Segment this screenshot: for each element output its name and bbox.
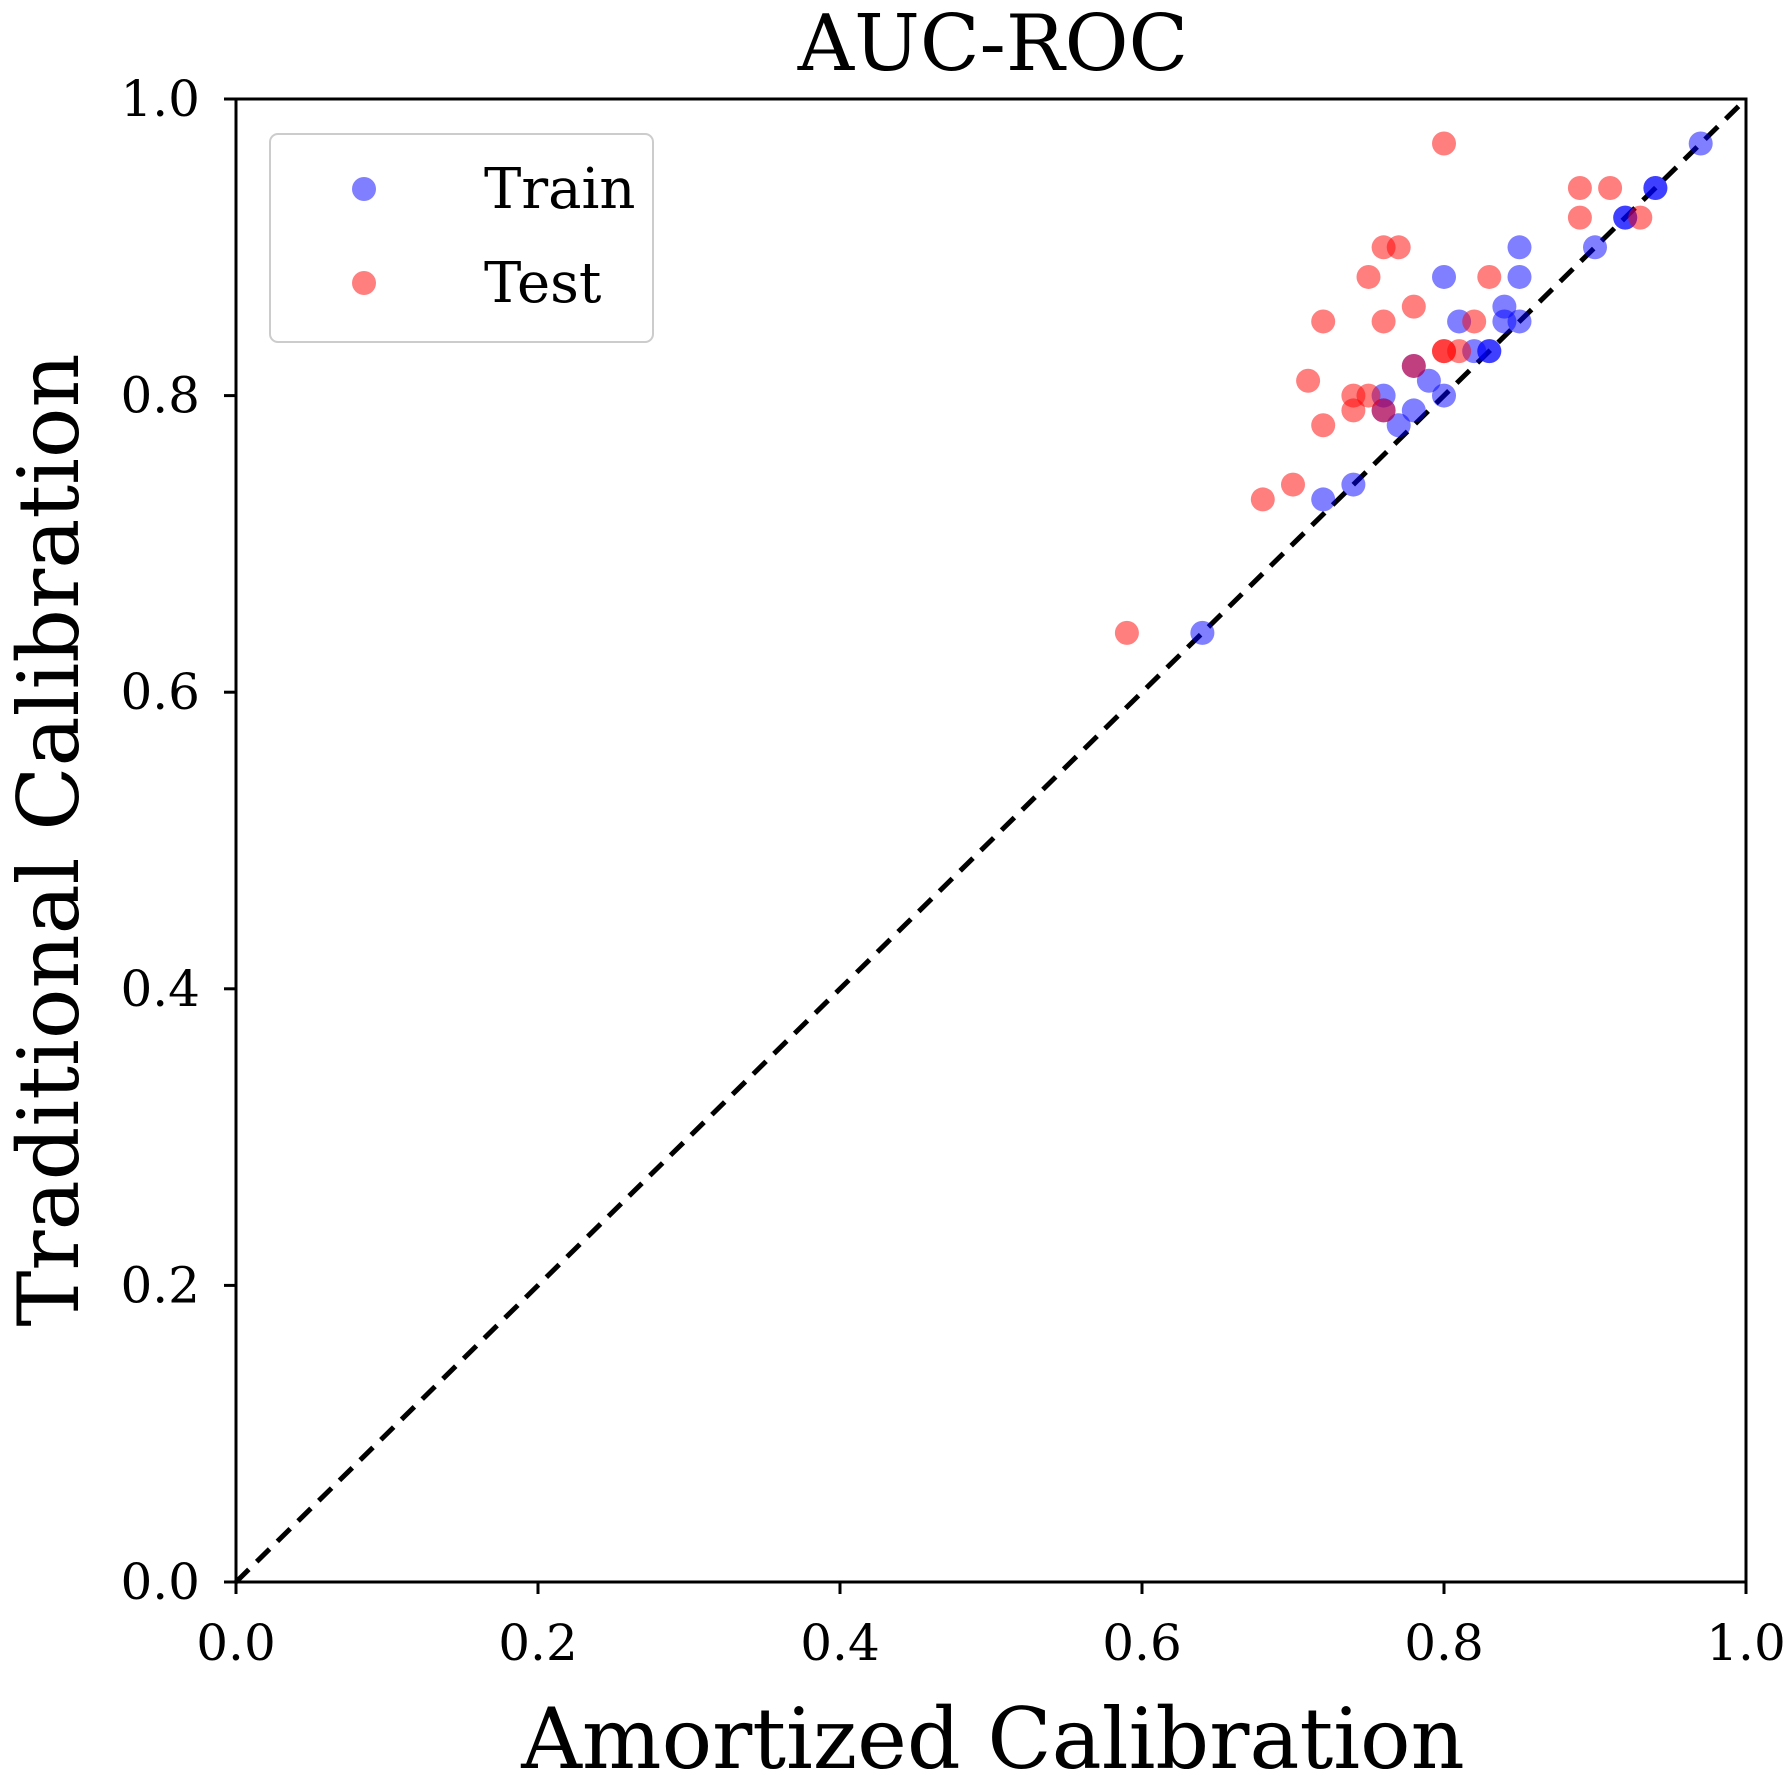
x-axis-ticks: 0.0 0.2 0.4 0.6 0.8 1.0 [196, 1582, 1783, 1672]
y-tick-label: 1.0 [120, 70, 200, 128]
point-test-21 [1371, 398, 1396, 423]
point-train-16 [1432, 383, 1456, 408]
point-train-10 [1492, 309, 1517, 334]
legend: Train Test [269, 133, 654, 343]
point-test-4 [1628, 205, 1653, 230]
point-test-20 [1341, 398, 1366, 423]
point-train-2 [1643, 175, 1668, 200]
point-test-10 [1311, 309, 1336, 334]
x-tick-label: 0.8 [1404, 1614, 1484, 1672]
point-test-16 [1401, 353, 1426, 378]
x-tick-label: 0.2 [498, 1614, 578, 1672]
chart-title: AUC-ROC [797, 0, 1188, 89]
point-test-15 [1447, 339, 1472, 364]
legend-label-test: Test [484, 251, 602, 316]
point-train-15 [1432, 264, 1456, 289]
point-test-0 [1432, 131, 1456, 156]
point-test-17 [1296, 368, 1321, 393]
legend-label-train: Train [484, 157, 635, 222]
point-train-19 [1401, 398, 1426, 423]
x-tick-label: 1.0 [1706, 1614, 1783, 1672]
point-test-8 [1477, 264, 1502, 289]
point-train-7 [1507, 264, 1532, 289]
point-test-3 [1567, 205, 1592, 230]
x-axis-title: Amortized Calibration [520, 1690, 1464, 1783]
point-test-12 [1462, 309, 1487, 334]
y-tick-label: 0.2 [120, 1256, 200, 1314]
legend-marker-train [352, 177, 376, 201]
y-tick-label: 0.8 [120, 367, 200, 425]
y-axis-title: Traditional Calibration [0, 353, 98, 1326]
y-tick-label: 0.0 [120, 1553, 200, 1611]
point-test-9 [1401, 294, 1426, 319]
x-tick-label: 0.4 [800, 1614, 880, 1672]
point-train-24 [1311, 487, 1336, 512]
point-test-11 [1371, 309, 1396, 334]
point-test-1 [1567, 175, 1592, 200]
x-tick-label: 0.0 [196, 1614, 276, 1672]
reference-diagonal-line [234, 97, 1748, 1584]
point-train-20 [1386, 413, 1411, 438]
legend-marker-test [352, 271, 376, 295]
point-test-25 [1114, 620, 1139, 645]
point-test-2 [1598, 175, 1623, 200]
y-axis-ticks: 0.0 0.2 0.4 0.6 0.8 1.0 [120, 70, 236, 1611]
series-test [1114, 131, 1653, 645]
point-train-17 [1416, 368, 1441, 393]
point-test-23 [1281, 472, 1305, 497]
y-tick-label: 0.6 [120, 663, 200, 721]
point-train-5 [1583, 235, 1607, 260]
y-tick-label: 0.4 [120, 960, 200, 1018]
point-test-7 [1356, 264, 1381, 289]
point-train-0 [1688, 131, 1713, 156]
point-train-23 [1341, 472, 1366, 497]
point-test-19 [1356, 383, 1381, 408]
x-tick-label: 0.6 [1102, 1614, 1182, 1672]
plot-layer [234, 97, 1748, 1584]
point-train-25 [1190, 620, 1215, 645]
point-train-6 [1507, 235, 1532, 260]
plot-frame [234, 97, 1748, 1584]
point-test-6 [1386, 235, 1411, 260]
point-test-22 [1311, 413, 1336, 438]
point-test-24 [1250, 487, 1275, 512]
